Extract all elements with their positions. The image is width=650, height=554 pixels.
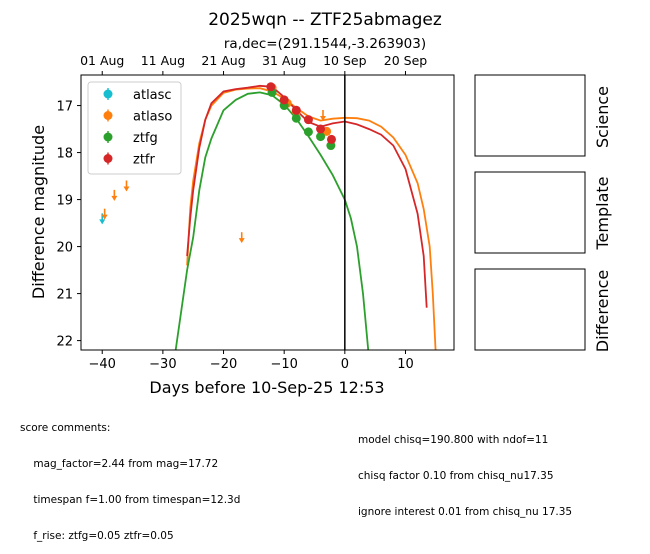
science-label: Science	[593, 86, 612, 148]
data-point	[316, 124, 326, 134]
y-tick-label: 21	[56, 288, 73, 303]
comment-line: timespan f=1.00 from timespan=12.3d	[20, 494, 241, 506]
plot-frame	[80, 74, 455, 351]
comment-line: f_rise: ztfg=0.05 ztfr=0.05	[20, 530, 174, 542]
top-tick-label: 21 Aug	[201, 53, 245, 68]
comment-line: chisq factor 0.10 from chisq_nu17.35	[358, 470, 554, 482]
x-tick-label: −30	[149, 357, 176, 372]
data-point	[316, 132, 326, 142]
y-axis-label: Difference magnitude	[29, 125, 48, 299]
x-tick-label: 10	[397, 357, 414, 372]
template-panel	[474, 171, 586, 254]
data-points	[99, 82, 336, 244]
difference-label: Difference	[593, 270, 612, 352]
data-point	[266, 82, 276, 92]
top-tick-label: 31 Aug	[262, 53, 306, 68]
legend-label: atlaso	[133, 110, 172, 125]
plot-area: −40 −30 −20 −10 0 10 17 18 19 20 21 22 01 Aug 11 Au…	[56, 53, 455, 372]
x-tick-label: −40	[89, 357, 116, 372]
legend-label: ztfr	[133, 153, 155, 168]
chart-title: 2025wqn -- ZTF25abmagez	[208, 10, 442, 30]
legend-label: ztfg	[133, 131, 158, 146]
upper-limit-arrow	[111, 195, 118, 201]
legend-marker	[103, 111, 113, 120]
x-tick-label: −10	[270, 357, 297, 372]
difference-panel	[474, 268, 586, 351]
legend-label: atlasc	[133, 88, 172, 103]
image-panels: Science Template Difference	[474, 74, 612, 352]
top-tick-label: 20 Sep	[384, 53, 428, 68]
legend-box	[87, 81, 182, 175]
data-point	[291, 113, 301, 123]
template-label: Template	[593, 176, 612, 250]
x-tick-label: 0	[341, 357, 349, 372]
comment-line: model chisq=190.800 with ndof=11	[358, 434, 549, 446]
comment-line: score comments:	[20, 422, 111, 434]
top-tick-label: 11 Aug	[141, 53, 185, 68]
comment-line: mag_factor=2.44 from mag=17.72	[20, 458, 219, 470]
x-axis-label: Days before 10-Sep-25 12:53	[149, 378, 384, 397]
x-tick-label: −20	[210, 357, 237, 372]
x-axis-ticks: −40 −30 −20 −10 0 10	[89, 350, 414, 372]
y-tick-label: 17	[56, 100, 73, 115]
data-point	[326, 134, 336, 144]
y-axis-ticks: 17 18 19 20 21 22	[56, 100, 81, 350]
data-point	[303, 127, 313, 137]
data-point	[303, 115, 313, 125]
y-tick-label: 20	[56, 241, 73, 256]
upper-limit-arrow	[123, 186, 130, 192]
legend-marker	[103, 154, 113, 163]
legend: atlasc atlaso ztfg ztfr	[87, 81, 182, 175]
figure: 2025wqn -- ZTF25abmagez ra,dec=(291.1544…	[29, 10, 612, 397]
top-tick-label: 01 Aug	[80, 53, 124, 68]
model-comments: model chisq=190.800 with ndof=11 chisq f…	[358, 410, 572, 530]
comment-line: ignore interest 0.01 from chisq_nu 17.35	[358, 506, 573, 518]
top-tick-label: 10 Sep	[323, 53, 367, 68]
y-tick-label: 19	[56, 194, 73, 209]
chart-subtitle: ra,dec=(291.1544,-3.263903)	[224, 36, 426, 52]
top-axis-ticks: 01 Aug 11 Aug 21 Aug 31 Aug 10 Sep 20 Sep	[80, 53, 427, 75]
score-comments: score comments: mag_factor=2.44 from mag…	[20, 398, 240, 554]
legend-marker	[103, 89, 113, 99]
upper-limit-arrow	[101, 214, 108, 220]
legend-marker	[103, 132, 113, 142]
science-panel	[474, 74, 586, 157]
upper-limit-arrow	[238, 238, 245, 244]
data-point	[279, 95, 289, 105]
upper-limit-arrow	[319, 115, 326, 121]
data-point	[291, 105, 301, 115]
upper-limit-arrow	[99, 219, 106, 225]
y-tick-label: 18	[56, 147, 73, 162]
y-tick-label: 22	[56, 335, 73, 350]
